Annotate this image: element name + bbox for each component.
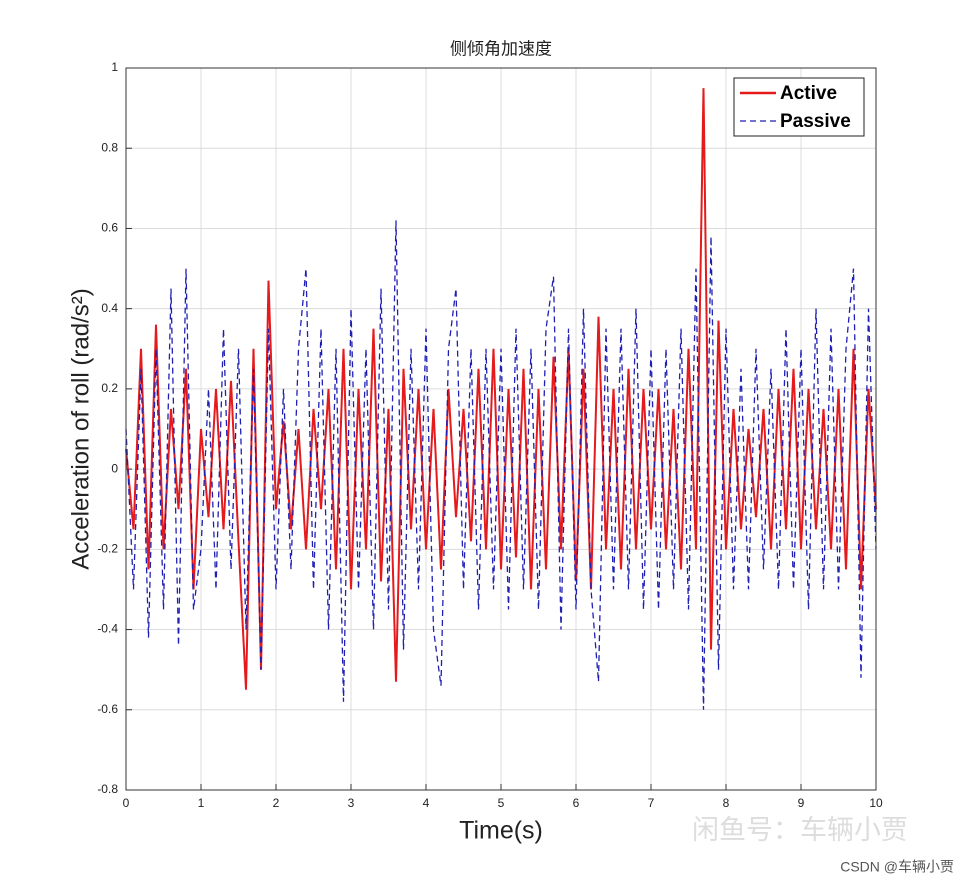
x-tick-label: 7 (648, 796, 655, 810)
y-tick-label: 0.6 (101, 221, 118, 235)
watermark: CSDN @车辆小贾 (840, 859, 954, 875)
y-tick-label: 0 (111, 461, 118, 475)
x-tick-label: 8 (723, 796, 730, 810)
chart-title: 侧倾角加速度 (450, 40, 552, 60)
y-tick-label: 1 (111, 60, 118, 74)
x-tick-label: 2 (273, 796, 280, 810)
y-tick-label: 0.8 (101, 140, 118, 154)
watermark: 闲鱼号：车辆小贾 (692, 815, 908, 845)
legend-label: Passive (780, 111, 851, 132)
x-tick-label: 4 (423, 796, 430, 810)
series-line (125, 220, 877, 710)
x-tick-label: 1 (198, 796, 205, 810)
x-tick-label: 9 (798, 796, 805, 810)
y-axis-label: Acceleration of roll (rad/s²) (67, 288, 94, 569)
x-tick-label: 10 (869, 796, 883, 810)
legend-label: Active (780, 83, 837, 104)
y-tick-label: 0.2 (101, 381, 118, 395)
x-tick-label: 5 (498, 796, 505, 810)
y-tick-label: -0.4 (97, 622, 118, 636)
x-tick-label: 0 (123, 796, 130, 810)
x-tick-label: 6 (573, 796, 580, 810)
y-tick-label: -0.6 (97, 702, 118, 716)
y-tick-label: -0.8 (97, 782, 118, 796)
x-tick-label: 3 (348, 796, 355, 810)
legend-box (733, 77, 865, 137)
y-tick-label: 0.4 (101, 301, 118, 315)
series-line (125, 88, 877, 690)
y-tick-label: -0.2 (97, 542, 118, 556)
axes-box (125, 67, 877, 791)
x-axis-label: Time(s) (459, 817, 543, 845)
